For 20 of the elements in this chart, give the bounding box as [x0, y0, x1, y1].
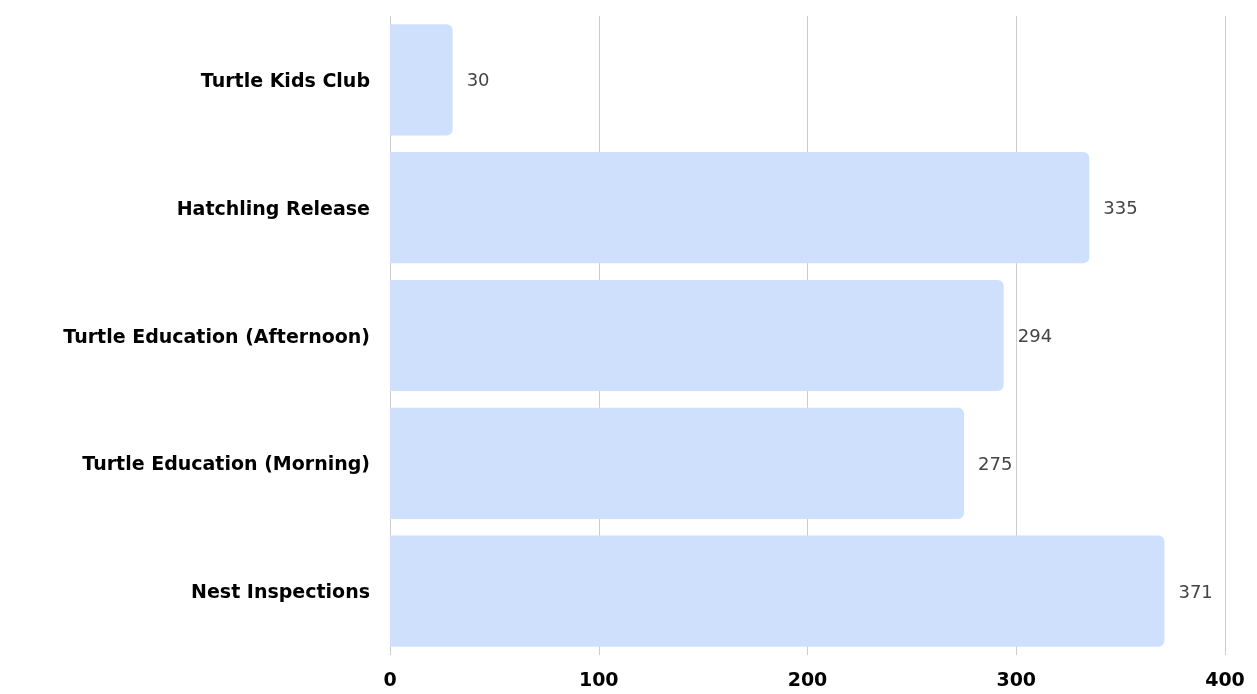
bar — [390, 407, 965, 519]
y-tick-label: Turtle Education (Morning) — [82, 452, 370, 475]
y-tick-label: Hatchling Release — [176, 196, 370, 219]
data-label: 335 — [1103, 197, 1138, 219]
x-tick-label: 0 — [383, 667, 397, 690]
data-label: 294 — [1017, 325, 1053, 346]
bar — [390, 24, 453, 136]
y-tick-label: Turtle Kids Club — [200, 68, 370, 91]
y-tick-label: Turtle Education (Afternoon) — [63, 324, 370, 347]
bar — [390, 279, 1004, 392]
data-label: 30 — [466, 69, 490, 91]
x-tick-label: 200 — [787, 667, 828, 690]
bar — [390, 535, 1165, 647]
x-tick-label: 400 — [1205, 667, 1245, 690]
x-tick-label: 100 — [578, 667, 619, 690]
data-label: 275 — [978, 452, 1013, 474]
x-tick-label: 300 — [996, 667, 1037, 690]
y-tick-label: Nest Inspections — [191, 580, 370, 603]
data-label: 371 — [1178, 580, 1213, 602]
bar — [390, 152, 1090, 264]
